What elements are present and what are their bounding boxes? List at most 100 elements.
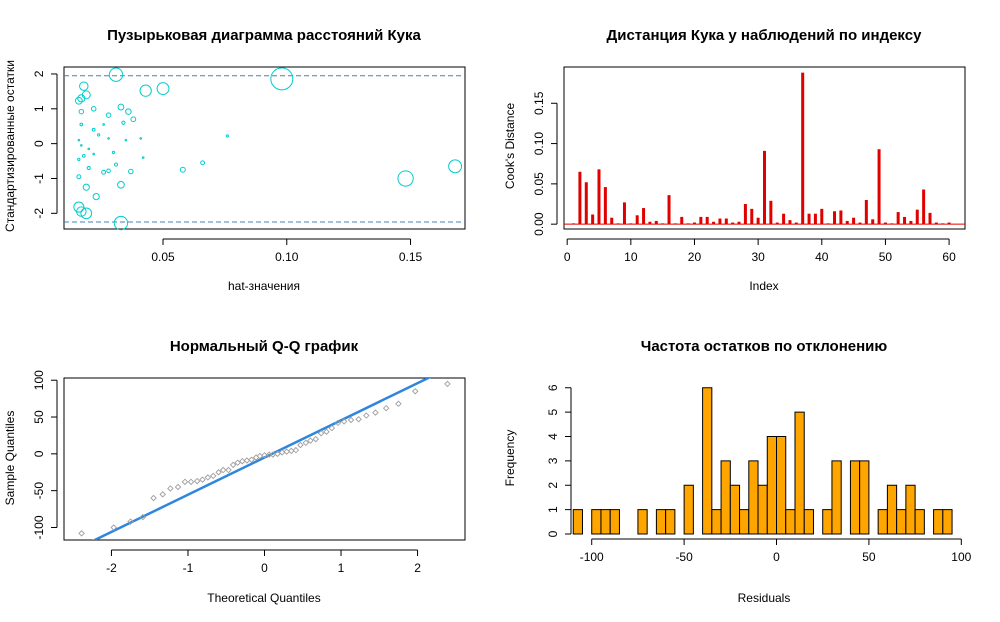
bubble-point — [86, 165, 91, 171]
bubble-point — [102, 123, 105, 126]
bubble-point — [77, 138, 81, 142]
qq-point — [382, 404, 390, 412]
qq-point — [317, 429, 325, 437]
cook-plot-x-tick-label: 50 — [879, 250, 893, 264]
bubble-point — [270, 67, 294, 91]
bubble-point — [82, 183, 90, 191]
bubble-point — [139, 84, 152, 97]
histogram-bar — [859, 460, 870, 535]
qq-point — [355, 415, 362, 423]
bubble-point — [92, 152, 96, 156]
bubble-point — [108, 67, 124, 82]
bubble-point — [77, 94, 86, 103]
histogram-bar — [905, 484, 916, 535]
cook-plot-ylabel: Cook's Distance — [503, 103, 517, 190]
cook-plot-xlabel: Index — [749, 279, 778, 293]
qq-point — [110, 524, 117, 531]
bubble-point — [91, 127, 96, 132]
histogram-bar — [766, 436, 778, 535]
qq-point — [347, 416, 355, 424]
qq-point — [395, 400, 402, 408]
bubble-point — [139, 137, 143, 140]
bubble-point — [448, 159, 463, 174]
bubble-plot-x-tick-label: 0.05 — [151, 250, 175, 264]
bubble-plot-ylabel: Стандартизированные остатки — [3, 60, 17, 232]
bubble-point — [225, 134, 229, 138]
qq-plot-x-tick-label: 1 — [338, 561, 345, 575]
bubble-plot-y-tick-label: 0 — [32, 140, 46, 147]
bubble-point — [124, 138, 128, 142]
bubble-plot-y-tick-label: 1 — [32, 105, 46, 112]
bubble-point — [117, 103, 125, 111]
bubble-point — [113, 215, 129, 231]
panel-bubble-plot: Пузырьковая диаграмма расстояний Кука ha… — [3, 27, 466, 293]
qq-point — [167, 485, 174, 492]
histogram-xlabel: Residuals — [738, 591, 791, 605]
bubble-plot-title: Пузырьковая диаграмма расстояний Кука — [107, 27, 421, 44]
histogram-bar — [600, 509, 611, 535]
histogram-ylabel: Frequency — [503, 430, 517, 487]
qq-plot-y-tick-label: 50 — [32, 410, 46, 424]
bubble-plot-marks: 0.05 0.10 0.15 -2 -1 0 1 2 — [32, 67, 465, 264]
histogram-bar — [896, 509, 907, 535]
qq-plot-xlabel: Theoretical Quantiles — [207, 591, 320, 605]
histogram-x-tick-label: 0 — [773, 550, 780, 564]
bubble-point — [113, 162, 119, 167]
bubble-point — [79, 122, 84, 127]
bubble-point — [125, 108, 132, 115]
bubble-point — [111, 150, 116, 154]
bubble-plot-x-tick-label: 0.10 — [275, 250, 299, 264]
histogram-y-tick-label: 5 — [546, 408, 560, 415]
qq-point — [307, 437, 314, 444]
qq-point — [444, 380, 451, 388]
bubble-point — [81, 90, 91, 100]
histogram-y-tick-label: 2 — [546, 482, 560, 489]
histogram-bar — [729, 484, 741, 535]
histogram-title: Частота остатков по отклонению — [641, 338, 888, 355]
histogram-y-tick-label: 6 — [546, 384, 560, 391]
qq-point — [363, 412, 370, 419]
qq-point — [181, 478, 189, 486]
bubble-point — [141, 156, 145, 159]
cook-plot-frame — [563, 66, 966, 230]
histogram-bar — [739, 509, 750, 535]
bubble-point — [80, 207, 93, 220]
qq-point — [323, 428, 330, 435]
qq-point — [78, 530, 85, 537]
qq-plot-y-tick-label: 0 — [32, 450, 46, 457]
histogram-bar — [877, 509, 888, 535]
bubble-point — [92, 193, 100, 201]
qq-point — [159, 491, 166, 498]
qq-point — [372, 409, 379, 416]
histogram-bar — [711, 509, 722, 535]
qq-point — [139, 513, 147, 521]
histogram-bar — [794, 411, 805, 535]
qq-point — [297, 441, 304, 449]
qq-point — [193, 477, 201, 485]
bubble-point — [121, 120, 126, 125]
histogram-bar — [609, 509, 620, 535]
bubble-point — [117, 180, 125, 189]
histogram-y-tick-label: 4 — [546, 433, 560, 440]
bubble-point — [179, 166, 186, 173]
histogram-marks: -100 -50 0 50 100 0 1 2 3 4 5 6 — [546, 384, 972, 564]
histogram-x-tick-label: 50 — [862, 550, 876, 564]
bubble-point — [77, 157, 81, 161]
cook-plot-y-tick-label: 0.00 — [532, 212, 546, 236]
qq-point — [248, 456, 255, 463]
panel-histogram: Частота остатков по отклонению Residuals… — [503, 338, 972, 605]
bubble-point — [397, 170, 414, 187]
bubble-point — [101, 169, 107, 175]
bubble-plot-y-tick-label: -1 — [32, 173, 46, 184]
histogram-x-tick-label: -100 — [580, 550, 604, 564]
panel-cook-distance: Дистанция Кука у наблюдений по индексу I… — [503, 27, 966, 293]
qq-point — [234, 459, 241, 466]
panel-qq-plot: Нормальный Q-Q график Theoretical Quanti… — [3, 338, 466, 605]
qq-point — [302, 439, 310, 447]
qq-point — [174, 483, 182, 491]
qq-point — [328, 424, 336, 432]
qq-plot-y-tick-label: -100 — [32, 515, 46, 539]
qq-point — [334, 419, 342, 427]
bubble-point — [107, 137, 110, 140]
